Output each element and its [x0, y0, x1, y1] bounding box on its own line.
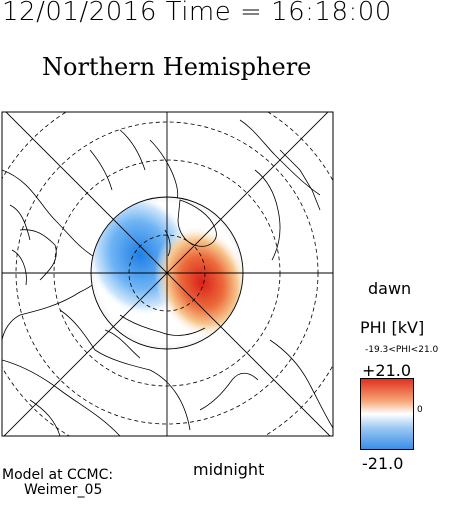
meridian-lines	[2, 112, 333, 436]
time-text: Time = 16:18:00	[165, 0, 392, 27]
colorbar-zero-label: 0	[417, 405, 423, 415]
page-title: Northern Hemisphere	[42, 53, 312, 81]
timestamp: 12/01/2016 Time = 16:18:00	[2, 0, 392, 27]
colorbar-title: PHI [kV]	[360, 318, 425, 337]
date-text: 12/01/2016	[2, 0, 157, 27]
colorbar	[360, 378, 414, 450]
polar-map	[1, 111, 334, 437]
map-frame	[1, 111, 334, 437]
model-credit: Model at CCMC: Weimer_05	[2, 468, 113, 498]
colorbar-max-label: +21.0	[362, 361, 412, 380]
dawn-label: dawn	[368, 279, 412, 298]
colorbar-min-label: -21.0	[362, 454, 404, 473]
midnight-label: midnight	[193, 460, 265, 479]
colorbar-range: -19.3<PHI<21.0	[365, 345, 439, 355]
model-credit-line1: Model at CCMC:	[2, 467, 114, 483]
model-credit-line2: Weimer_05	[24, 482, 103, 498]
